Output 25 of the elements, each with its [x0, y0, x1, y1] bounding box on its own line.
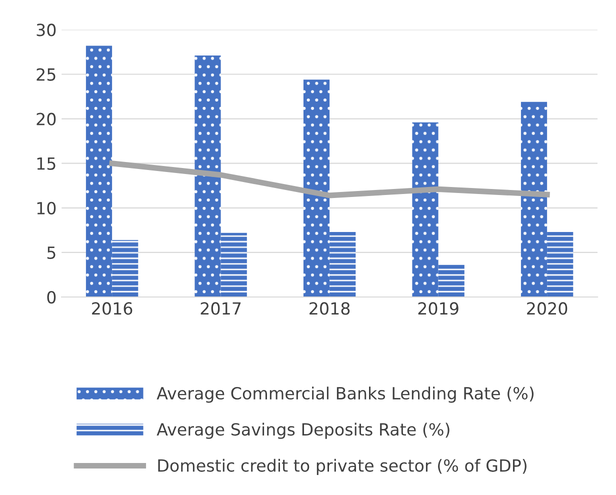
y-tick-label: 5 — [47, 246, 56, 260]
bar — [547, 232, 574, 297]
bar — [303, 80, 330, 297]
bar — [520, 102, 548, 297]
bar — [330, 232, 356, 297]
legend-label: Average Savings Deposits Rate (%) — [156, 422, 450, 439]
y-tick-label: 30 — [36, 24, 56, 36]
y-tick-label: 15 — [37, 158, 56, 170]
legend-label: Average Commercial Banks Lending Rate (%) — [156, 386, 534, 403]
bar — [112, 240, 138, 297]
x-tick-label: 2020 — [527, 302, 568, 315]
y-tick-label: 0 — [47, 290, 56, 304]
x-tick-label: 2017 — [200, 302, 241, 315]
bar — [220, 232, 247, 297]
bar — [438, 264, 464, 297]
bar — [412, 122, 438, 297]
y-tick-label: 10 — [37, 202, 56, 214]
bar — [194, 56, 221, 297]
y-tick-label: 20 — [36, 112, 56, 126]
bar — [86, 46, 112, 297]
x-tick-label: 2016 — [92, 302, 132, 315]
y-tick-label: 25 — [36, 68, 56, 81]
legend-label: Domestic credit to private sector (% of GDP) — [158, 458, 526, 476]
x-tick-label: 2018 — [310, 302, 350, 315]
x-tick-label: 2019 — [418, 302, 458, 315]
